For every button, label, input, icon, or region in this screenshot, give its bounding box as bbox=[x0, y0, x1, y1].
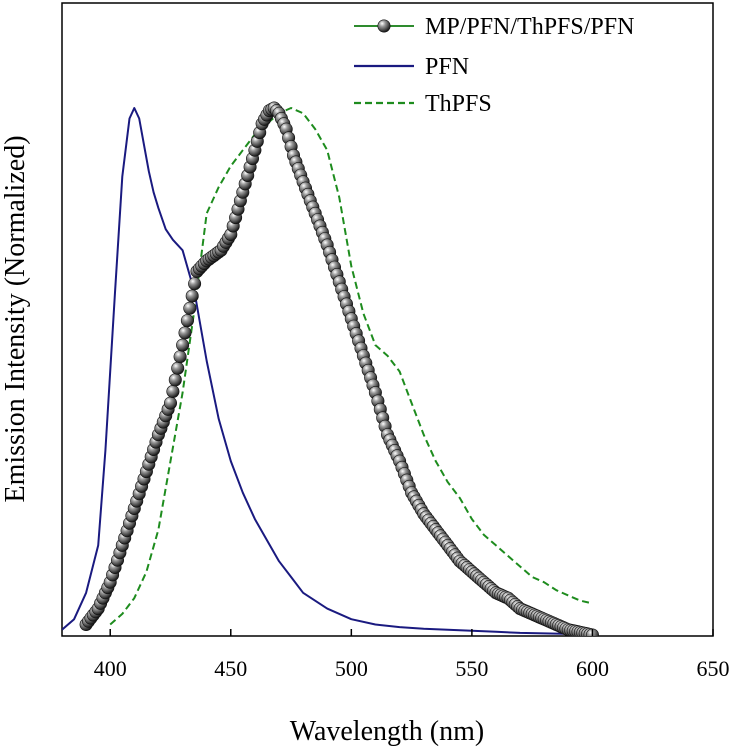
data-point bbox=[180, 314, 194, 328]
data-point bbox=[164, 396, 178, 410]
data-point bbox=[168, 373, 182, 387]
series-line-pfn bbox=[62, 107, 569, 635]
legend-label: ThPFS bbox=[425, 91, 492, 117]
x-axis-label: Wavelength (nm) bbox=[290, 716, 484, 747]
legend-label: MP/PFN/ThPFS/PFN bbox=[425, 14, 634, 40]
plot-frame bbox=[61, 2, 714, 637]
x-tick-label: 500 bbox=[335, 656, 368, 681]
data-point bbox=[185, 289, 199, 303]
series-layer bbox=[62, 101, 599, 636]
data-point bbox=[178, 326, 192, 340]
data-point bbox=[171, 361, 185, 375]
data-point bbox=[166, 384, 180, 398]
x-tick-label: 450 bbox=[214, 656, 247, 681]
x-tick-label: 600 bbox=[576, 656, 609, 681]
data-point bbox=[188, 277, 202, 291]
data-point bbox=[176, 338, 190, 352]
x-axis-ticks: 400 450 500 550 600 650 bbox=[94, 629, 730, 681]
x-tick-label: 550 bbox=[455, 656, 488, 681]
legend-swatch-marker bbox=[377, 19, 391, 33]
series-line-thpfs bbox=[109, 107, 593, 626]
y-axis-label: Emission Intensity (Normalized) bbox=[0, 135, 31, 502]
data-point bbox=[173, 350, 187, 364]
x-tick-label: 400 bbox=[94, 656, 127, 681]
data-point bbox=[183, 301, 197, 315]
legend-label: PFN bbox=[425, 54, 469, 80]
legend: MP/PFN/ThPFS/PFN PFN ThPFS bbox=[354, 14, 634, 117]
x-tick-label: 650 bbox=[697, 656, 730, 681]
